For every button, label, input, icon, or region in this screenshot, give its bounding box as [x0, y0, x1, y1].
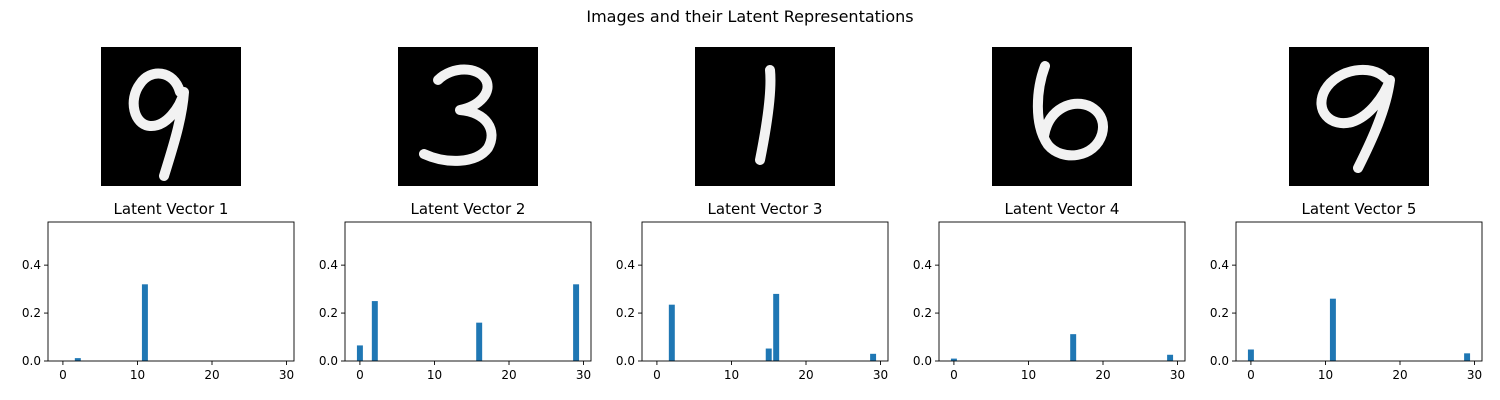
- x-tick-label: 10: [130, 368, 145, 382]
- latent-chart-1: Latent Vector 1 0 10 20 30 0.0 0.2 0.4: [22, 200, 295, 382]
- bar: [773, 293, 780, 361]
- y-tick-label: 0.4: [1210, 258, 1229, 272]
- bar: [141, 284, 148, 361]
- digit-image-5: [1289, 47, 1429, 186]
- x-tick-label: 10: [427, 368, 442, 382]
- y-tick-label: 0.2: [616, 306, 635, 320]
- y-tick-label: 0.0: [1210, 354, 1229, 368]
- x-tick-label: 30: [576, 368, 591, 382]
- y-tick-label: 0.4: [913, 258, 932, 272]
- chart-title: Latent Vector 5: [1302, 200, 1417, 218]
- bar: [1070, 334, 1077, 361]
- figure-title: Images and their Latent Representations: [586, 7, 913, 26]
- bar: [573, 284, 580, 361]
- x-tick-label: 30: [1467, 368, 1482, 382]
- bar: [950, 358, 957, 361]
- latent-chart-3: Latent Vector 3 0 10 20 30 0.0 0.2 0.4: [616, 200, 889, 382]
- chart-title: Latent Vector 2: [411, 200, 526, 218]
- bar: [356, 345, 363, 361]
- axes-frame: [938, 221, 1186, 362]
- bar: [1167, 354, 1174, 361]
- latent-chart-2: Latent Vector 2 0 10 20 30 0.0 0.2 0.4: [319, 200, 592, 382]
- axes-frame: [641, 221, 889, 362]
- x-tick-label: 20: [1392, 368, 1407, 382]
- y-tick-label: 0.4: [616, 258, 635, 272]
- x-tick-label: 0: [59, 368, 67, 382]
- y-tick-label: 0.0: [319, 354, 338, 368]
- y-tick-label: 0.2: [22, 306, 41, 320]
- y-tick-label: 0.0: [616, 354, 635, 368]
- bar: [1247, 349, 1254, 361]
- x-tick-label: 30: [873, 368, 888, 382]
- x-tick-label: 20: [798, 368, 813, 382]
- y-tick-label: 0.2: [319, 306, 338, 320]
- x-tick-label: 30: [279, 368, 294, 382]
- bar: [476, 322, 483, 361]
- y-tick-label: 0.2: [913, 306, 932, 320]
- axes-frame: [1235, 221, 1483, 362]
- x-tick-label: 20: [501, 368, 516, 382]
- chart-title: Latent Vector 4: [1005, 200, 1120, 218]
- x-tick-label: 10: [1318, 368, 1333, 382]
- bar: [1464, 353, 1471, 361]
- x-tick-label: 10: [1021, 368, 1036, 382]
- axes-frame: [344, 221, 592, 362]
- x-tick-label: 0: [950, 368, 958, 382]
- x-tick-label: 30: [1170, 368, 1185, 382]
- bar: [74, 358, 81, 361]
- x-tick-label: 0: [1247, 368, 1255, 382]
- bar: [371, 301, 378, 361]
- bar: [765, 348, 772, 361]
- y-tick-label: 0.4: [22, 258, 41, 272]
- x-tick-label: 10: [724, 368, 739, 382]
- bar: [668, 304, 675, 361]
- digit-image-2: [398, 47, 538, 186]
- x-tick-label: 0: [653, 368, 661, 382]
- x-tick-label: 20: [1095, 368, 1110, 382]
- digit-image-1: [101, 47, 241, 186]
- y-tick-label: 0.0: [22, 354, 41, 368]
- latent-chart-4: Latent Vector 4 0 10 20 30 0.0 0.2 0.4: [913, 200, 1186, 382]
- y-tick-label: 0.0: [913, 354, 932, 368]
- digit-image-3: [695, 47, 835, 186]
- x-tick-label: 20: [204, 368, 219, 382]
- bar: [870, 353, 877, 361]
- digit-image-4: [992, 47, 1132, 186]
- axes-frame: [47, 221, 295, 362]
- chart-title: Latent Vector 1: [114, 200, 229, 218]
- latent-chart-5: Latent Vector 5 0 10 20 30 0.0 0.2 0.4: [1210, 200, 1483, 382]
- x-tick-label: 0: [356, 368, 364, 382]
- y-tick-label: 0.4: [319, 258, 338, 272]
- y-tick-label: 0.2: [1210, 306, 1229, 320]
- chart-title: Latent Vector 3: [708, 200, 823, 218]
- bar: [1329, 298, 1336, 361]
